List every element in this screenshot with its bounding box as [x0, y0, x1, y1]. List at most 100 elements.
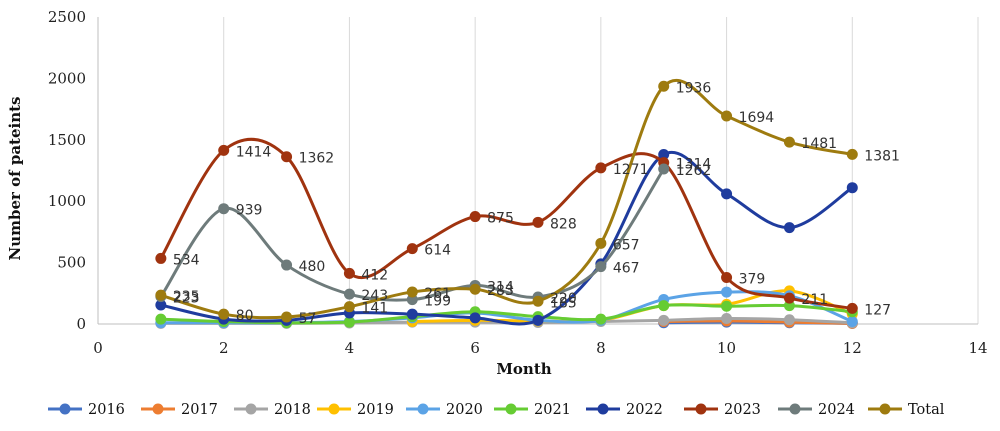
data-label: 534	[173, 252, 200, 268]
legend-label: 2017	[181, 402, 218, 418]
data-point	[218, 203, 230, 215]
data-point	[658, 80, 670, 92]
data-point	[846, 316, 858, 328]
data-point	[783, 222, 795, 234]
data-point	[155, 252, 167, 264]
data-label: 1262	[676, 163, 712, 179]
x-tick-label: 10	[717, 339, 736, 357]
data-label: 939	[236, 203, 263, 219]
legend-marker	[789, 403, 801, 415]
data-point	[846, 302, 858, 314]
data-point	[595, 261, 607, 273]
legend-item-2018: 2018	[234, 402, 311, 418]
data-point	[281, 151, 293, 163]
data-point	[721, 188, 733, 200]
data-label: 1694	[739, 110, 775, 126]
y-tick-label: 500	[57, 254, 86, 272]
legend-label: 2022	[626, 402, 663, 418]
x-tick-label: 2	[219, 339, 229, 357]
legend-marker	[695, 403, 707, 415]
data-point	[406, 294, 418, 306]
legend-item-2023: 2023	[684, 402, 761, 418]
y-tick-label: 1500	[48, 131, 86, 149]
data-label: 220	[550, 291, 577, 307]
data-point	[721, 286, 733, 298]
data-point	[343, 288, 355, 300]
data-label: 261	[424, 286, 451, 302]
legend-marker	[879, 403, 891, 415]
legend-item-2024: 2024	[778, 402, 855, 418]
data-label: 314	[487, 279, 514, 295]
data-point	[281, 259, 293, 271]
data-label: 614	[424, 243, 451, 259]
data-point	[658, 300, 670, 312]
data-point	[469, 283, 481, 295]
legend-marker	[597, 403, 609, 415]
data-point	[721, 110, 733, 122]
data-point	[783, 292, 795, 304]
data-point	[846, 148, 858, 160]
data-point	[658, 149, 670, 161]
data-label: 185	[550, 295, 577, 311]
data-point	[469, 211, 481, 223]
x-tick-label: 12	[843, 339, 862, 357]
data-label: 1362	[299, 151, 335, 167]
data-point	[783, 136, 795, 148]
data-point	[406, 243, 418, 255]
legend-label: 2023	[724, 402, 761, 418]
data-label: 127	[864, 302, 891, 318]
y-tick-label: 2500	[48, 8, 86, 26]
data-label: 283	[487, 283, 514, 299]
legend-label: 2018	[274, 402, 311, 418]
legend-marker	[245, 403, 257, 415]
data-point	[532, 216, 544, 228]
data-point	[532, 314, 544, 326]
data-point	[343, 301, 355, 313]
data-label: 211	[801, 292, 828, 308]
x-tick-label: 14	[968, 339, 987, 357]
data-label: 223	[173, 291, 200, 307]
data-point	[595, 313, 607, 325]
data-point	[281, 311, 293, 323]
legend-item-2021: 2021	[494, 402, 571, 418]
y-tick-label: 1000	[48, 192, 86, 210]
x-tick-label: 4	[345, 339, 355, 357]
x-tick-label: 6	[470, 339, 480, 357]
data-point	[469, 312, 481, 324]
y-axis-title: Number of pateints	[6, 97, 24, 261]
grid-lines	[223, 17, 979, 324]
legend: 2016 2017 2018 2019 2020 2021 2022 2023 2024 Tota…	[48, 402, 945, 418]
y-tick-label: 0	[76, 315, 86, 333]
data-point	[218, 144, 230, 156]
data-label: 467	[613, 261, 640, 277]
data-label: 1271	[613, 162, 649, 178]
x-tick-label: 8	[596, 339, 606, 357]
data-point	[343, 316, 355, 328]
series-lines	[155, 78, 858, 329]
data-label: 243	[361, 288, 388, 304]
data-point	[721, 271, 733, 283]
legend-marker	[505, 403, 517, 415]
data-point	[343, 267, 355, 279]
data-point	[721, 300, 733, 312]
data-point	[595, 237, 607, 249]
x-axis-title: Month	[496, 360, 551, 378]
legend-item-2022: 2022	[586, 402, 663, 418]
series-total	[155, 78, 858, 323]
data-label: 1314	[676, 157, 712, 173]
legend-label: 2016	[88, 402, 125, 418]
data-point	[155, 299, 167, 311]
data-point	[783, 314, 795, 326]
data-point	[846, 182, 858, 194]
y-tick-label: 2000	[48, 69, 86, 87]
series-2023	[155, 137, 858, 314]
legend-item-2019: 2019	[317, 402, 394, 418]
legend-item-2017: 2017	[141, 402, 218, 418]
data-label: 80	[236, 308, 254, 324]
legend-item-total: Total	[868, 402, 945, 418]
data-point	[532, 295, 544, 307]
legend-marker	[152, 403, 164, 415]
data-point	[406, 308, 418, 320]
data-label: 57	[299, 311, 317, 327]
